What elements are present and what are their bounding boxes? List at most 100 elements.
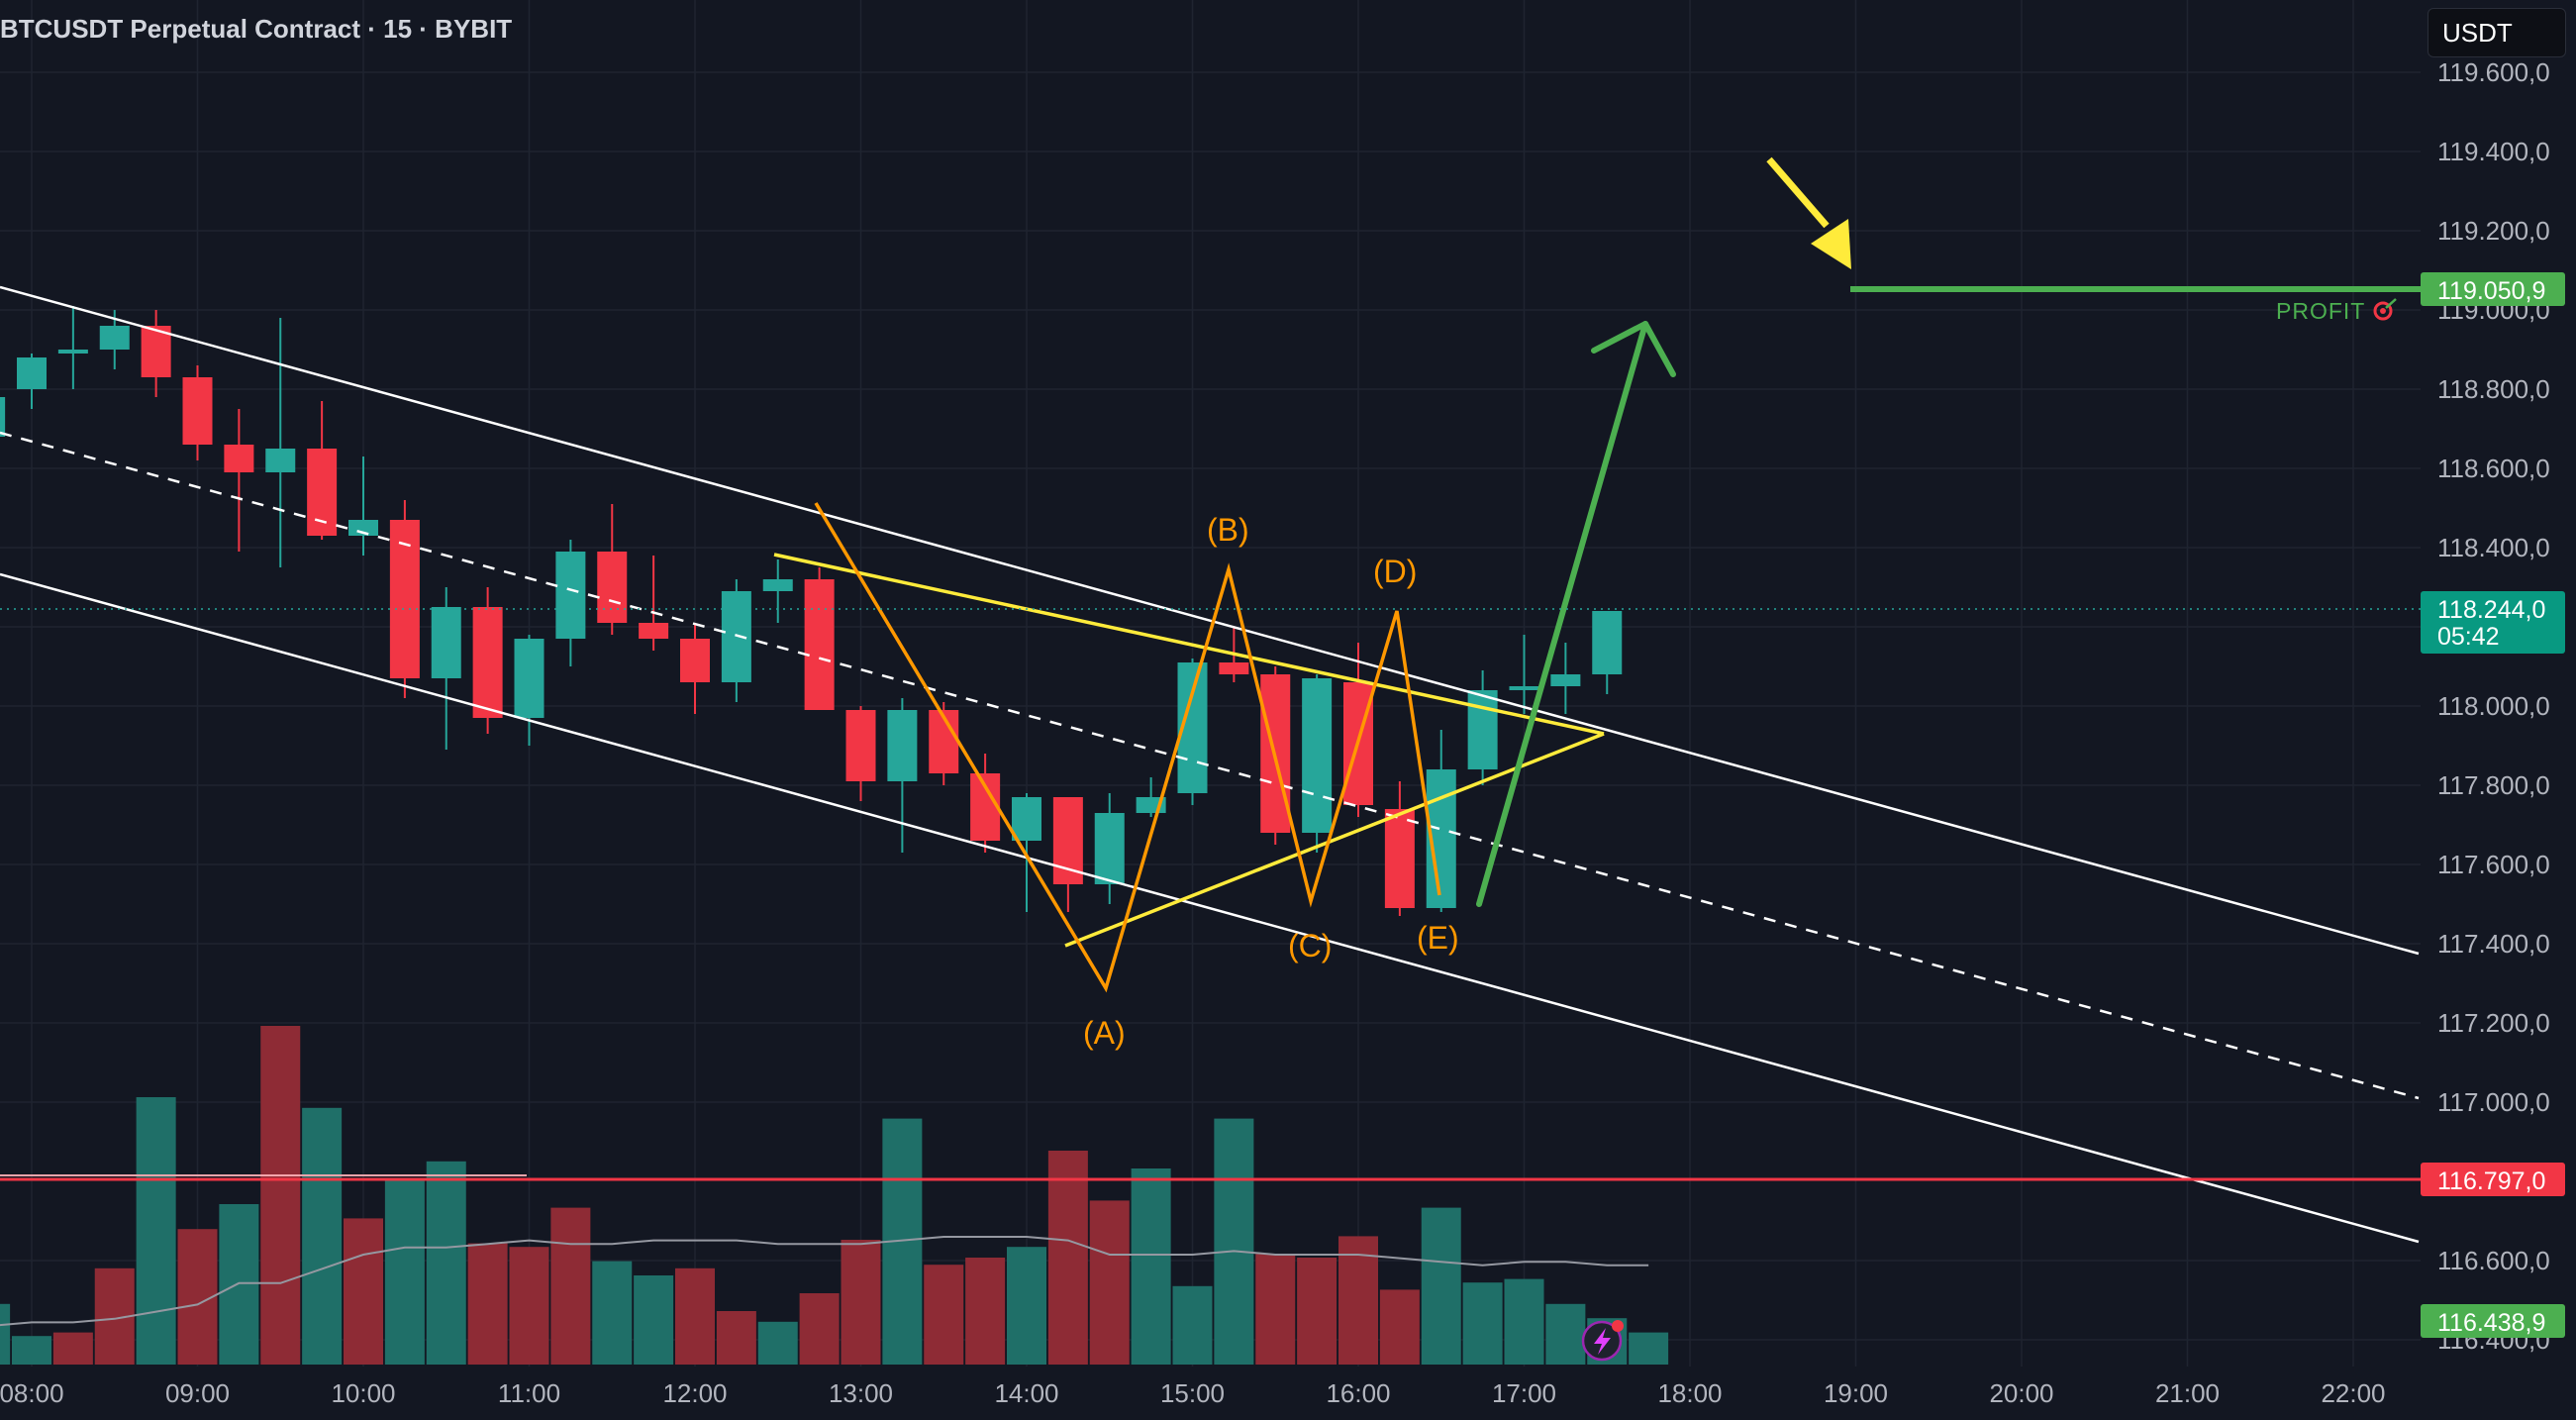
svg-text:116.797,0: 116.797,0 [2437, 1167, 2545, 1195]
volume-bar [550, 1207, 591, 1365]
channel-lower-line[interactable] [0, 572, 2420, 1244]
candle-body [17, 357, 47, 389]
candle-body [1302, 678, 1333, 833]
price-tick-label: 117.200,0 [2437, 1008, 2550, 1038]
time-tick-label: 17:00 [1492, 1378, 1556, 1408]
candle [1550, 643, 1581, 714]
volume-bar [1421, 1207, 1461, 1365]
svg-text:119.050,9: 119.050,9 [2437, 277, 2545, 305]
candle-body [182, 377, 213, 445]
volume-bar [1172, 1285, 1213, 1365]
time-tick-label: 13:00 [829, 1378, 893, 1408]
pointer-arrow[interactable] [1766, 156, 1851, 269]
candle-body [224, 445, 254, 472]
volume-bar [260, 1026, 301, 1365]
candle-body [1219, 662, 1249, 674]
channel-upper-line[interactable] [0, 285, 2420, 956]
candle [762, 559, 793, 623]
volume-bar [52, 1332, 93, 1365]
triangle-pattern[interactable] [773, 553, 1605, 948]
price-tick-label: 118.800,0 [2437, 374, 2550, 404]
descending-channel[interactable] [0, 285, 2420, 1244]
candle-body [1550, 674, 1581, 686]
volume-bar [219, 1204, 259, 1365]
volume-bar [1214, 1118, 1254, 1365]
candles [0, 306, 1623, 916]
volume-bar [675, 1268, 715, 1365]
candle [1094, 793, 1125, 904]
volume-bar [1255, 1254, 1296, 1365]
time-axis[interactable]: 08:00 09:00 10:00 11:00 12:00 13:00 14:00 15:00… [0, 1378, 2386, 1408]
triangle-upper-line[interactable] [773, 553, 1605, 736]
volume-bar [1007, 1247, 1046, 1365]
currency-button[interactable]: USDT [2427, 8, 2566, 57]
candle-body [1467, 690, 1498, 769]
candle-body [0, 397, 6, 437]
volume-bar [1338, 1236, 1378, 1365]
candle [431, 587, 461, 750]
wave-label-a: (A) [1083, 1015, 1126, 1051]
wave-label-c: (C) [1288, 928, 1332, 964]
candle-body [721, 591, 751, 682]
lightning-icon[interactable] [1581, 1320, 1624, 1362]
candle [265, 318, 296, 567]
candle [348, 456, 378, 556]
candle [845, 706, 876, 801]
volume-bar [965, 1258, 1006, 1365]
candle-body [845, 710, 876, 781]
target-icon [2373, 298, 2397, 321]
candle-body [307, 449, 338, 536]
candle [472, 587, 503, 734]
volume-bar [302, 1107, 343, 1365]
candle [1012, 793, 1041, 912]
volume-bar [0, 1303, 11, 1365]
support-price-tag: 116.797,0 [2421, 1163, 2565, 1196]
volume-price-tag: 116.438,9 [2421, 1304, 2565, 1338]
candle [1426, 730, 1456, 912]
volume-bar [841, 1240, 881, 1365]
volume-bar [799, 1293, 840, 1365]
triangle-lower-line[interactable] [1064, 732, 1605, 948]
candle [141, 310, 171, 397]
candle [307, 401, 338, 540]
candle [182, 365, 213, 460]
volume-ma-line [0, 1236, 1649, 1327]
candle [1343, 643, 1373, 817]
wave-label-d: (D) [1373, 554, 1417, 589]
time-tick-label: 15:00 [1160, 1378, 1225, 1408]
time-tick-label: 19:00 [1824, 1378, 1888, 1408]
candle [1592, 611, 1623, 694]
candle-body [680, 639, 710, 682]
price-axis[interactable]: 116.400,0116.600,0117.000,0117.200,0117.… [2437, 57, 2550, 1355]
volume-bar [1379, 1289, 1420, 1365]
candle-body [99, 326, 130, 350]
abcde-wave-zigzag[interactable] [814, 502, 1441, 993]
volume-bar [634, 1275, 674, 1365]
price-tick-label: 117.400,0 [2437, 929, 2550, 959]
breakout-arrow[interactable] [1476, 321, 1676, 907]
candle [680, 623, 710, 714]
bar-countdown: 05:42 [2437, 623, 2500, 651]
symbol-title: BTCUSDT Perpetual Contract · 15 · BYBIT [0, 14, 513, 44]
time-tick-label: 18:00 [1657, 1378, 1722, 1408]
time-tick-label: 10:00 [331, 1378, 395, 1408]
channel-mid-line[interactable] [0, 431, 2420, 1100]
candle [1467, 670, 1498, 785]
support-level[interactable] [0, 1174, 2421, 1181]
wave-label-e: (E) [1417, 920, 1459, 956]
volume-bar [12, 1336, 51, 1365]
volume-bar [344, 1218, 383, 1365]
price-tick-label: 118.400,0 [2437, 533, 2550, 562]
time-tick-label: 08:00 [0, 1378, 64, 1408]
profit-price-tag: 119.050,9 [2421, 272, 2565, 306]
candle [224, 409, 254, 552]
svg-text:116.438,9: 116.438,9 [2437, 1309, 2545, 1337]
price-tick-label: 117.600,0 [2437, 850, 2550, 879]
volume-bar [1297, 1258, 1338, 1365]
candle-body [265, 449, 296, 472]
candle-body [929, 710, 959, 773]
current-price-tag: 118.244,0 05:42 [2421, 591, 2565, 654]
profit-target[interactable]: PROFIT [1850, 286, 2421, 324]
time-tick-label: 14:00 [994, 1378, 1058, 1408]
